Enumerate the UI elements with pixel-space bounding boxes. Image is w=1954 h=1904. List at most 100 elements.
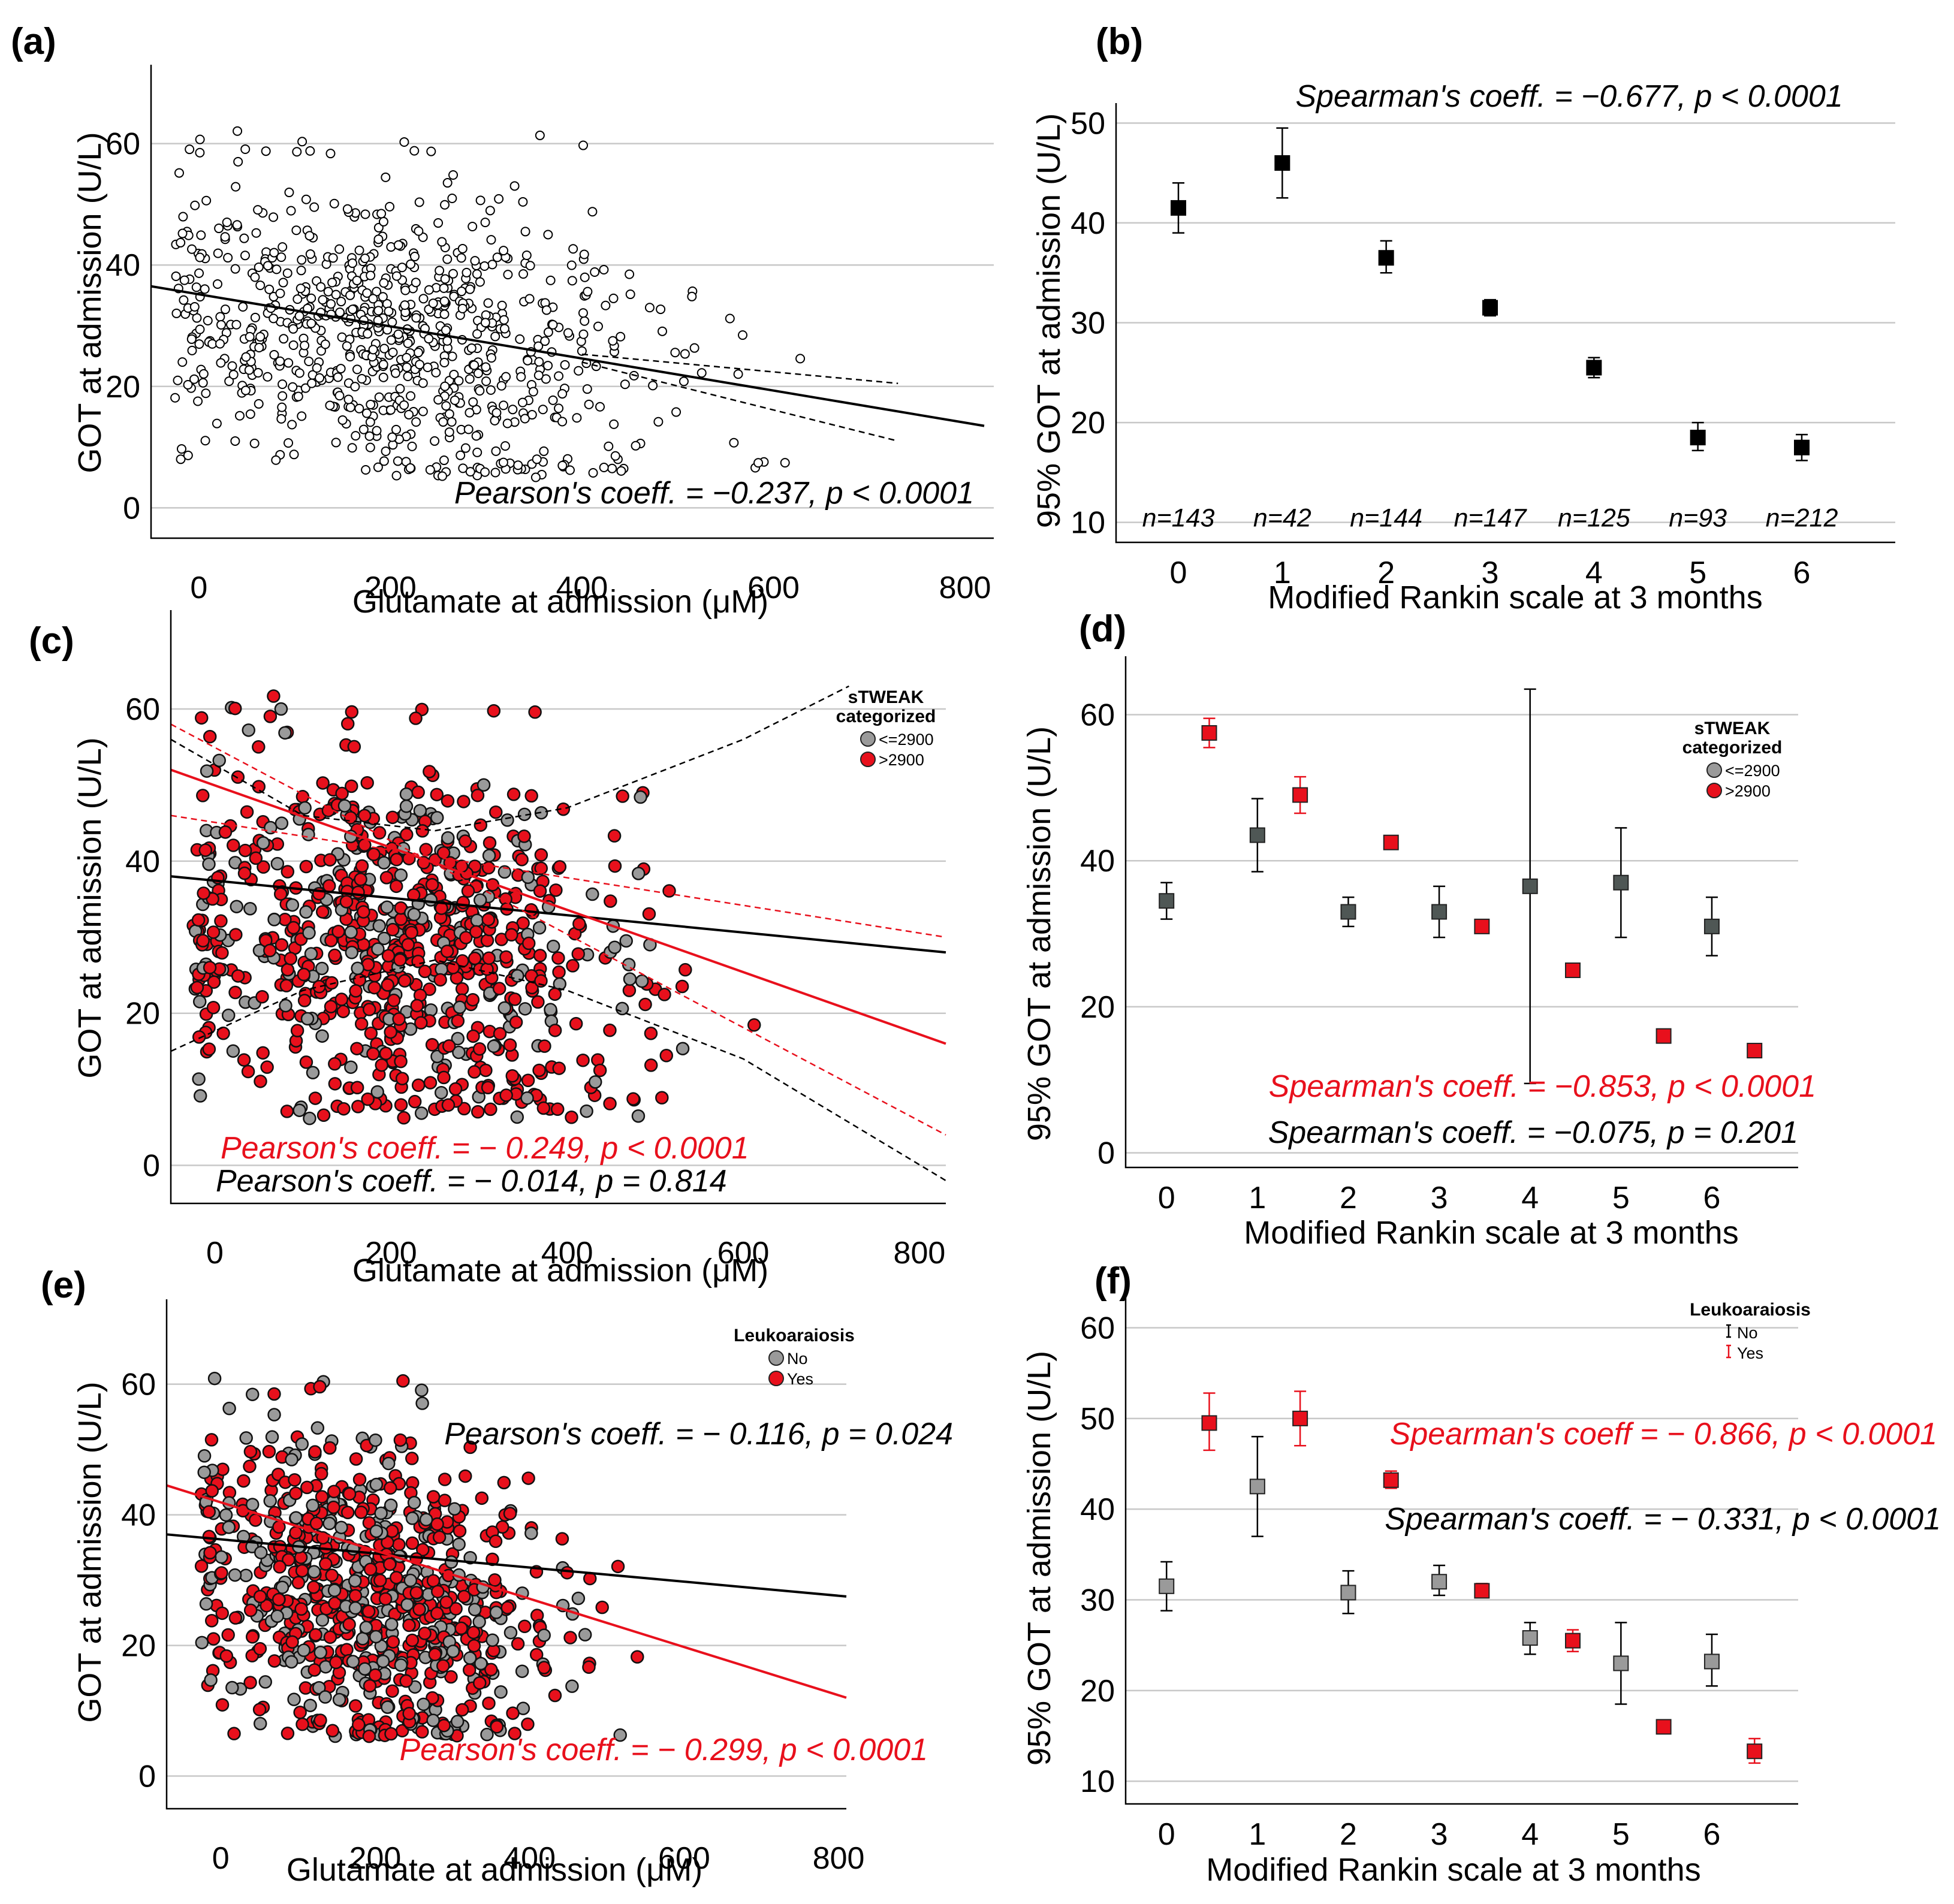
- data-point: [331, 437, 341, 448]
- y-axis-title: GOT at admission (U/L): [72, 737, 108, 1078]
- mean-marker: [1690, 430, 1706, 446]
- y-tick-label: 0: [138, 1760, 156, 1794]
- data-point-grey: [351, 961, 364, 976]
- data-point: [580, 316, 590, 326]
- data-point-red: [463, 1440, 477, 1455]
- data-point: [275, 356, 285, 366]
- mean-marker: [1292, 787, 1308, 803]
- data-point: [524, 294, 535, 304]
- data-point: [471, 431, 481, 441]
- data-point: [240, 144, 251, 154]
- data-point: [601, 300, 611, 310]
- data-point-red: [204, 1433, 219, 1447]
- data-point-grey: [448, 1502, 462, 1516]
- data-point-red: [482, 951, 496, 965]
- data-point-red: [299, 1055, 313, 1069]
- data-point-grey: [407, 907, 421, 922]
- data-point-grey: [192, 995, 207, 1009]
- data-point-red: [255, 989, 269, 1004]
- data-point-red: [385, 922, 400, 937]
- pearson-annotation-black: Pearson's coeff. = − 0.116, p = 0.024: [444, 1417, 953, 1452]
- data-point-red: [375, 1058, 388, 1072]
- data-point: [441, 401, 451, 411]
- data-point-red: [349, 1452, 363, 1466]
- data-point-red: [430, 787, 444, 802]
- y-tick-label: 0: [1097, 1136, 1115, 1171]
- data-point: [249, 438, 260, 448]
- y-tick-label: 40: [1080, 1492, 1115, 1527]
- data-point-red: [384, 1481, 397, 1495]
- data-point: [297, 255, 307, 265]
- data-point: [189, 374, 200, 384]
- mean-marker: [1703, 1653, 1720, 1670]
- data-point: [500, 441, 510, 451]
- data-point-grey: [212, 753, 226, 768]
- y-tick-label: 60: [125, 692, 160, 727]
- data-point: [183, 450, 193, 460]
- data-point: [253, 205, 263, 215]
- data-point-red: [379, 871, 394, 885]
- data-point: [386, 335, 396, 345]
- pearson-annotation-red: Pearson's coeff. = − 0.299, p < 0.0001: [399, 1733, 928, 1767]
- data-point-red: [361, 1092, 375, 1106]
- data-point: [301, 194, 311, 204]
- data-point: [644, 303, 655, 313]
- data-point: [433, 395, 444, 405]
- y-tick-label: 20: [1071, 406, 1105, 440]
- data-point-red: [354, 873, 367, 886]
- data-point: [625, 269, 635, 279]
- data-point: [240, 251, 250, 261]
- data-point-red: [482, 1696, 496, 1710]
- data-point-grey: [263, 1494, 277, 1508]
- data-point-grey: [623, 972, 637, 986]
- data-point-red: [352, 1718, 366, 1732]
- data-point: [384, 306, 394, 316]
- data-point-grey: [202, 857, 216, 871]
- data-point-red: [361, 1604, 376, 1619]
- data-point-red: [428, 1647, 442, 1661]
- data-point-grey: [242, 723, 255, 737]
- data-point-red: [552, 1061, 566, 1075]
- data-point: [278, 242, 288, 252]
- data-point: [198, 378, 208, 388]
- data-point: [671, 407, 682, 417]
- data-point: [533, 370, 544, 381]
- data-point-grey: [306, 1066, 320, 1080]
- data-point-red: [488, 1534, 503, 1549]
- data-point-red: [481, 913, 495, 927]
- data-point: [220, 232, 230, 242]
- data-point-red: [505, 1069, 520, 1083]
- data-point-red: [626, 1092, 640, 1106]
- data-point: [430, 436, 440, 446]
- data-point-grey: [452, 1045, 466, 1060]
- data-point-red: [328, 1077, 342, 1091]
- data-point-grey: [394, 1658, 408, 1672]
- data-point: [449, 369, 459, 379]
- data-point-red: [419, 843, 433, 856]
- data-point: [345, 352, 355, 362]
- data-point-red: [466, 1625, 481, 1640]
- data-point: [287, 420, 297, 430]
- data-point: [193, 396, 203, 406]
- x-tick-label: 600: [717, 1236, 770, 1271]
- x-tick-label: 4: [1521, 1817, 1539, 1852]
- data-point-red: [203, 1546, 217, 1560]
- data-point: [579, 249, 589, 260]
- data-point-grey: [450, 1715, 465, 1728]
- data-point: [582, 384, 592, 394]
- data-point-red: [679, 962, 692, 977]
- data-point-red: [308, 1091, 322, 1105]
- data-point: [520, 227, 530, 237]
- data-point: [610, 451, 620, 461]
- x-axis-title: Modified Rankin scale at 3 months: [1244, 1215, 1738, 1251]
- data-point: [347, 443, 357, 453]
- data-point: [343, 394, 354, 405]
- data-point-red: [345, 705, 359, 719]
- data-point-red: [282, 1553, 295, 1567]
- spearman-title: Spearman's coeff. = −0.677, p < 0.0001: [1295, 79, 1843, 114]
- data-point-red: [322, 879, 336, 893]
- data-point: [426, 146, 436, 156]
- data-point: [271, 455, 281, 465]
- data-point: [176, 454, 186, 464]
- data-point-red: [611, 1559, 625, 1574]
